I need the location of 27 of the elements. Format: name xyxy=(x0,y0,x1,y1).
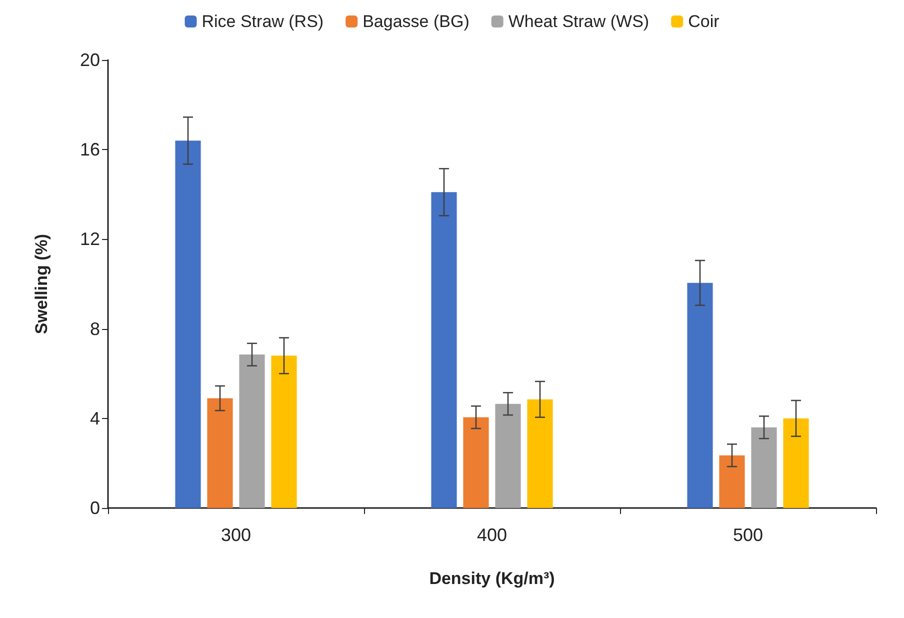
y-tick-label: 12 xyxy=(80,229,100,250)
bar xyxy=(431,192,457,508)
legend-label: Coir xyxy=(688,12,720,31)
bar xyxy=(751,427,777,508)
bar xyxy=(207,398,233,508)
y-tick-label: 4 xyxy=(90,408,100,428)
x-tick-label: 400 xyxy=(476,525,508,545)
y-tick-label: 0 xyxy=(90,498,100,518)
legend-label: Wheat Straw (WS) xyxy=(508,12,650,31)
x-tick-label: 300 xyxy=(220,525,252,545)
bar xyxy=(527,399,553,508)
bar xyxy=(175,140,201,508)
y-tick-label: 16 xyxy=(80,140,100,160)
bar xyxy=(463,417,489,508)
bar xyxy=(687,282,713,508)
x-axis-title: Density (Kg/m³) xyxy=(429,569,555,588)
bar xyxy=(783,418,809,508)
bar xyxy=(271,356,297,508)
legend-label: Bagasse (BG) xyxy=(362,12,470,31)
legend-label: Rice Straw (RS) xyxy=(202,12,324,31)
bar xyxy=(239,354,265,508)
y-tick-label: 20 xyxy=(80,50,100,70)
y-axis-title: Swelling (%) xyxy=(32,234,51,334)
bar xyxy=(495,404,521,508)
y-tick-label: 8 xyxy=(90,318,100,339)
bar xyxy=(719,455,745,508)
x-tick-label: 500 xyxy=(732,525,764,545)
